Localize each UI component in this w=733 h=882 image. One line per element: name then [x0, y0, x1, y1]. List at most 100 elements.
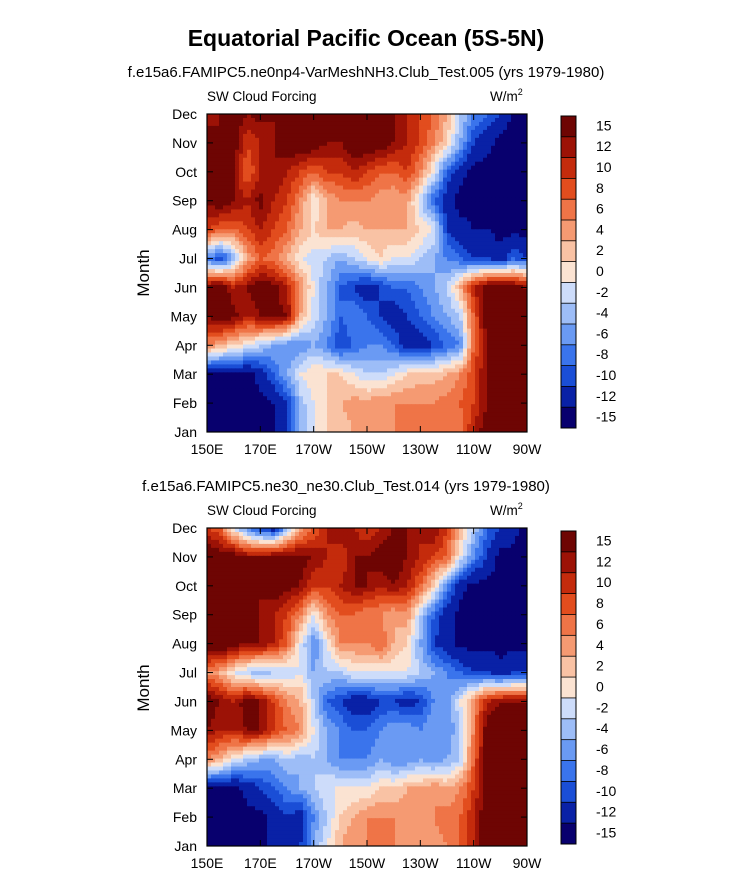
heatmap-cell: [235, 201, 240, 207]
heatmap-cell: [259, 280, 264, 286]
heatmap-cell: [307, 221, 312, 226]
heatmap-cell: [319, 261, 324, 266]
heatmap-cell: [431, 280, 436, 286]
heatmap-cell: [275, 296, 280, 302]
heatmap-cell: [423, 229, 428, 234]
heatmap-cell: [359, 145, 364, 151]
heatmap-cell: [239, 141, 244, 147]
heatmap-cell: [355, 324, 360, 330]
heatmap-cell: [283, 296, 288, 302]
heatmap-cell: [267, 189, 272, 195]
heatmap-cell: [307, 288, 312, 294]
heatmap-cell: [467, 269, 472, 274]
heatmap-cell: [459, 233, 464, 238]
heatmap-cell: [311, 269, 316, 274]
heatmap-cell: [511, 241, 516, 246]
heatmap-cell: [319, 229, 324, 234]
heatmap-cell: [291, 253, 296, 258]
heatmap-cell: [395, 300, 400, 306]
heatmap-cell: [223, 165, 228, 171]
heatmap-cell: [251, 288, 256, 294]
heatmap-cell: [263, 284, 268, 290]
heatmap-cell: [343, 320, 348, 326]
heatmap-cell: [247, 352, 252, 358]
heatmap-cell: [487, 161, 492, 167]
heatmap-cell: [259, 177, 264, 183]
heatmap-cell: [339, 197, 344, 203]
heatmap-cell: [427, 296, 432, 302]
heatmap-cell: [375, 125, 380, 131]
heatmap-cell: [335, 153, 340, 159]
heatmap-cell: [431, 276, 436, 282]
heatmap-cell: [291, 296, 296, 302]
heatmap-cell: [259, 288, 264, 294]
heatmap-cell: [447, 173, 452, 179]
heatmap-cell: [227, 249, 232, 254]
heatmap-cell: [319, 137, 324, 143]
heatmap-cell: [371, 125, 376, 131]
heatmap-cell: [407, 169, 412, 175]
heatmap-cell: [211, 153, 216, 159]
heatmap-cell: [351, 344, 356, 350]
heatmap-cell: [443, 257, 448, 262]
heatmap-cell: [215, 157, 220, 163]
heatmap-cell: [223, 276, 228, 282]
heatmap-cell: [351, 340, 356, 346]
heatmap-cell: [211, 300, 216, 306]
heatmap-cell: [467, 292, 472, 298]
heatmap-cell: [239, 185, 244, 191]
heatmap-cell: [279, 257, 284, 262]
heatmap-cell: [515, 312, 520, 318]
heatmap-cell: [355, 328, 360, 334]
heatmap-cell: [315, 308, 320, 314]
heatmap-cell: [391, 225, 396, 230]
heatmap-cell: [435, 141, 440, 147]
heatmap-cell: [519, 340, 524, 346]
heatmap-cell: [419, 328, 424, 334]
heatmap-cell: [523, 253, 527, 258]
heatmap-cell: [443, 221, 448, 226]
heatmap-cell: [375, 129, 380, 135]
heatmap-cell: [503, 181, 508, 187]
heatmap-cell: [335, 348, 340, 354]
heatmap-cell: [411, 149, 416, 155]
heatmap-cell: [475, 296, 480, 302]
heatmap-cell: [259, 145, 264, 151]
heatmap-cell: [475, 213, 480, 218]
heatmap-cell: [395, 292, 400, 298]
heatmap-cell: [479, 288, 484, 294]
heatmap-cell: [291, 121, 296, 127]
heatmap-cell: [295, 233, 300, 238]
heatmap-cell: [303, 125, 308, 131]
heatmap-cell: [355, 229, 360, 234]
heatmap-cell: [271, 344, 276, 350]
heatmap-cell: [391, 209, 396, 214]
heatmap-cell: [419, 356, 424, 362]
heatmap-cell: [519, 141, 524, 147]
heatmap-cell: [319, 324, 324, 330]
heatmap-cell: [279, 269, 284, 274]
heatmap-cell: [515, 173, 520, 179]
heatmap-cell: [291, 265, 296, 270]
heatmap-cell: [411, 185, 416, 191]
heatmap-cell: [307, 296, 312, 302]
heatmap-cell: [479, 229, 484, 234]
heatmap-cell: [419, 125, 424, 131]
heatmap-cell: [455, 292, 460, 298]
heatmap-cell: [439, 261, 444, 266]
heatmap-cell: [263, 269, 268, 274]
heatmap-cell: [451, 197, 456, 203]
heatmap-cell: [207, 181, 212, 187]
heatmap-cell: [239, 261, 244, 266]
heatmap-cell: [231, 197, 236, 203]
heatmap-cell: [459, 209, 464, 214]
heatmap-cell: [487, 284, 492, 290]
heatmap-cell: [235, 205, 240, 211]
heatmap-cell: [223, 129, 228, 135]
heatmap-cell: [523, 269, 527, 274]
heatmap-cell: [363, 284, 368, 290]
heatmap-cell: [451, 280, 456, 286]
heatmap-cell: [291, 201, 296, 207]
heatmap-cell: [471, 312, 476, 318]
heatmap-cell: [271, 205, 276, 211]
